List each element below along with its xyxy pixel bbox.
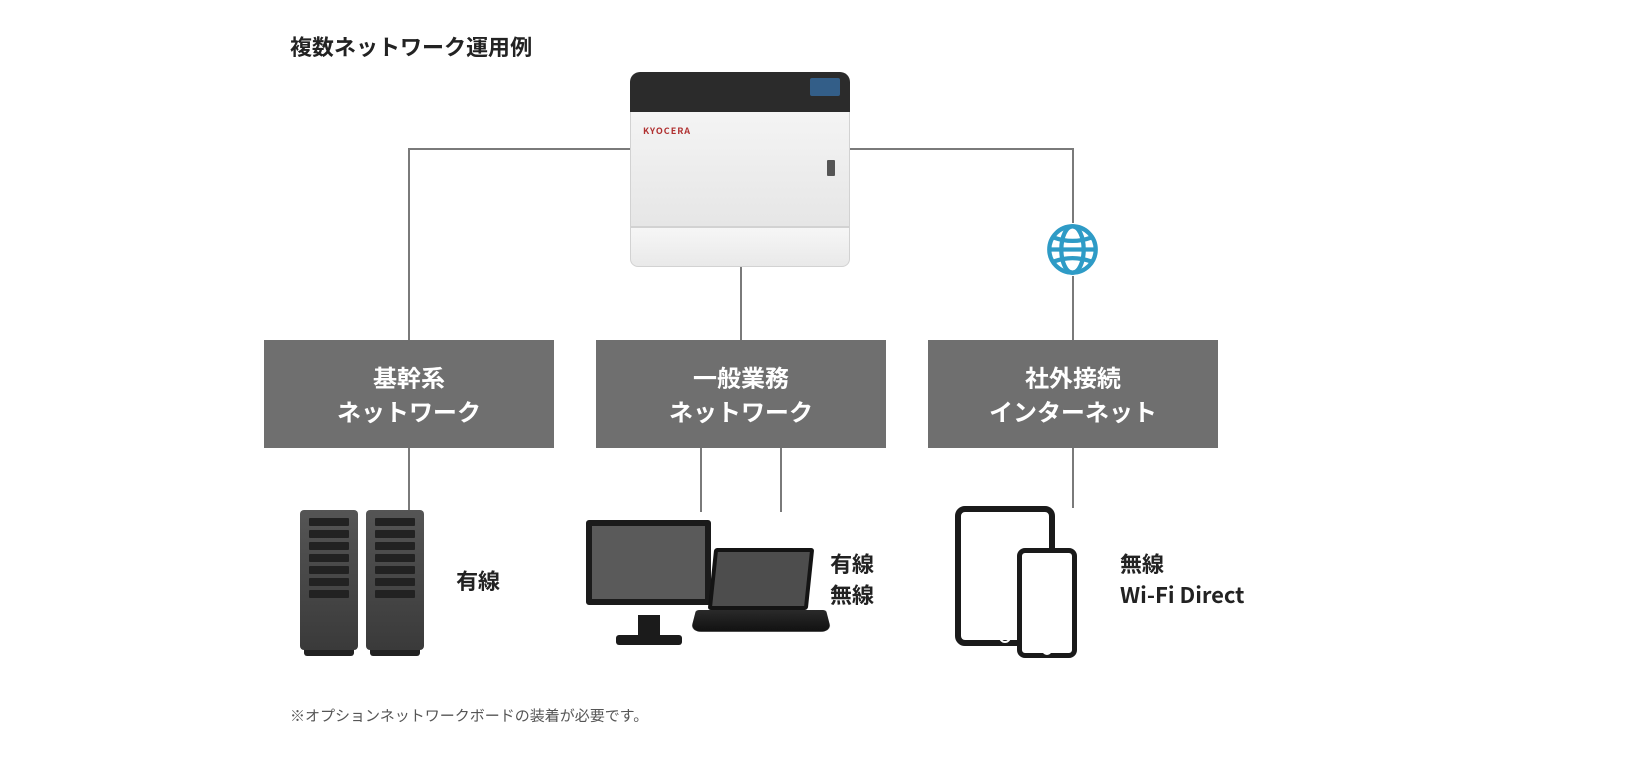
connector-line xyxy=(410,148,630,150)
connector-line xyxy=(740,267,742,340)
connection-label-wired: 有線 xyxy=(456,565,500,596)
connection-label-wired-wireless: 有線 無線 xyxy=(830,548,874,610)
globe-icon xyxy=(1045,222,1100,277)
desktop-laptop-icon xyxy=(586,510,816,660)
connector-line xyxy=(408,448,410,512)
server-rack-icon xyxy=(300,510,430,660)
connector-line xyxy=(850,148,1074,150)
network-box-general: 一般業務 ネットワーク xyxy=(596,340,886,448)
connection-label-wifi-direct: 無線 Wi-Fi Direct xyxy=(1120,548,1244,610)
network-box-line1: 社外接続 xyxy=(1025,359,1121,394)
connector-line xyxy=(1072,448,1074,508)
connector-line xyxy=(780,448,782,512)
network-box-core: 基幹系 ネットワーク xyxy=(264,340,554,448)
footnote-text: ※オプションネットワークボードの装着が必要です。 xyxy=(290,705,648,726)
network-box-line1: 基幹系 xyxy=(373,359,445,394)
network-box-line2: ネットワーク xyxy=(337,393,481,428)
diagram-stage: 複数ネットワーク運用例 KYOCERA 基幹系 ネットワーク xyxy=(0,0,1643,776)
printer-brand: KYOCERA xyxy=(643,124,691,137)
connector-line xyxy=(1072,148,1074,223)
connector-line xyxy=(1072,276,1074,340)
connector-line xyxy=(408,148,410,340)
printer-icon: KYOCERA xyxy=(630,72,850,267)
connector-line xyxy=(700,448,702,512)
network-box-line2: インターネット xyxy=(989,393,1157,428)
network-box-line2: ネットワーク xyxy=(669,393,813,428)
network-box-line1: 一般業務 xyxy=(693,359,789,394)
network-box-external: 社外接続 インターネット xyxy=(928,340,1218,448)
tablet-phone-icon xyxy=(955,506,1105,661)
diagram-title: 複数ネットワーク運用例 xyxy=(290,30,532,62)
